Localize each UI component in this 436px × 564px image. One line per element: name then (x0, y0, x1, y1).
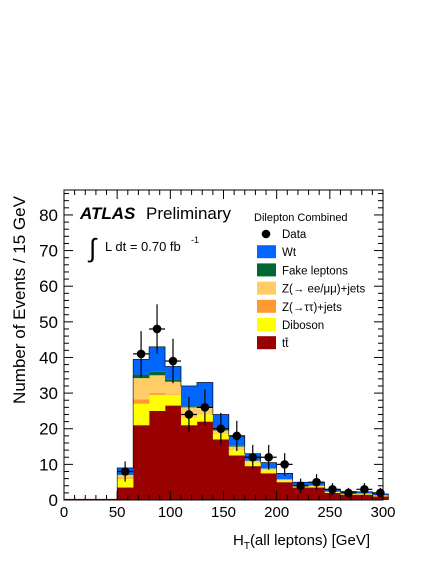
bar-segment-5-4 (180, 385, 198, 407)
y-tick-label: 80 (39, 206, 58, 225)
data-point (136, 349, 146, 359)
data-point (216, 424, 226, 434)
lumi-text: L dt = 0.70 fb (105, 239, 181, 254)
legend: Data Wt Fake leptons Z(→ ee/μμ)+jets Z(→ττ)+… (257, 229, 365, 350)
y-tick-label: 30 (39, 384, 58, 403)
bar-segment-0-13 (324, 492, 341, 500)
bar-segment-3-3 (165, 381, 182, 395)
legend-swatch (257, 245, 276, 259)
legend-swatch (257, 336, 276, 350)
bar-segment-2-1 (133, 399, 150, 404)
bar-segment-0-10 (276, 482, 293, 500)
data-point (328, 485, 337, 494)
bar-segment-0-3 (165, 405, 182, 500)
x-tick-label: 250 (317, 504, 342, 521)
x-tick-label: 300 (370, 504, 395, 521)
y-tick-label: 60 (39, 277, 58, 296)
bar-segment-1-0 (117, 478, 134, 488)
bar-segment-1-1 (133, 403, 150, 426)
y-tick-label: 40 (39, 348, 58, 367)
bar-segment-5-2 (149, 346, 166, 372)
legend-swatch (257, 318, 276, 331)
bar-segment-0-9 (260, 473, 277, 500)
data-point (200, 403, 210, 412)
data-point (120, 467, 130, 476)
data-point (184, 410, 194, 419)
bar-segment-3-2 (149, 375, 166, 394)
legend-label: tt̄ (282, 338, 289, 350)
y-axis-label: Number of Events / 15 GeV (10, 195, 29, 404)
bar-segment-5-10 (276, 473, 293, 479)
bar-segment-1-10 (276, 480, 293, 483)
y-tick-label: 70 (39, 242, 58, 261)
bar-segment-3-10 (276, 479, 293, 481)
bar-segment-0-16 (372, 496, 389, 500)
legend-label: Fake leptons (282, 265, 348, 277)
legend-label: Z(→ ee/μμ)+jets (282, 284, 365, 296)
data-point (168, 356, 178, 366)
bar-segment-1-2 (149, 394, 166, 411)
data-point (248, 452, 258, 462)
y-tick-label: 0 (49, 491, 58, 510)
legend-swatch (257, 281, 276, 295)
data-point (152, 324, 162, 334)
y-tick-label: 10 (39, 455, 58, 474)
bar-segment-0-4 (180, 425, 198, 500)
data-point (360, 485, 369, 494)
data-point (296, 481, 305, 491)
legend-label: Diboson (282, 320, 324, 332)
bar-segment-1-9 (260, 470, 277, 474)
legend-marker-data (261, 229, 271, 239)
x-tick-label: 50 (109, 504, 126, 521)
x-tick-label: 100 (158, 504, 183, 521)
bar-segment-3-1 (133, 378, 150, 400)
bar-segment-0-2 (149, 410, 166, 500)
legend-swatch (257, 263, 276, 277)
data-point (280, 460, 289, 469)
lumi-integral: ∫ (87, 233, 98, 263)
bar-segment-0-12 (308, 487, 325, 500)
y-tick-label: 20 (39, 420, 58, 439)
legend-title: Dilepton Combined (254, 212, 348, 224)
x-tick-label: 150 (211, 504, 236, 521)
bar-segment-0-6 (212, 439, 230, 500)
axes-layer: 0 50 100 150 200 250 300 0 10 20 30 40 50 60 70 80 (39, 189, 396, 521)
bar-segment-2-3 (165, 394, 182, 395)
x-tick-label: 200 (264, 504, 289, 521)
bar-segment-0-15 (356, 494, 373, 500)
stacked-bars-layer (64, 346, 389, 501)
bar-segment-0-8 (244, 466, 262, 500)
y-tick-label: 50 (39, 313, 58, 332)
legend-label: Data (282, 229, 307, 241)
lumi-exponent: -1 (191, 235, 199, 245)
x-axis-label: HT(all leptons) [GeV] (233, 532, 370, 552)
data-point (264, 452, 273, 462)
atlas-sublabel: Preliminary (146, 204, 232, 223)
data-point (312, 477, 321, 487)
bar-segment-0-7 (228, 455, 246, 500)
data-point (232, 431, 242, 441)
legend-label: Z(→ττ)+jets (282, 302, 342, 314)
atlas-label: ATLAS (79, 204, 136, 223)
bar-segment-0-0 (117, 487, 134, 500)
bar-segment-0-1 (133, 425, 150, 500)
bar-segment-4-2 (149, 371, 166, 376)
legend-label: Wt (282, 247, 297, 259)
bar-segment-2-2 (149, 393, 166, 395)
bar-segment-1-7 (228, 450, 246, 456)
legend-swatch (257, 299, 276, 313)
bar-segment-1-3 (165, 394, 182, 406)
bar-segment-0-5 (196, 421, 214, 500)
bar-segment-0-11 (292, 487, 309, 500)
x-tick-label: 0 (60, 504, 68, 521)
data-point (344, 488, 353, 498)
